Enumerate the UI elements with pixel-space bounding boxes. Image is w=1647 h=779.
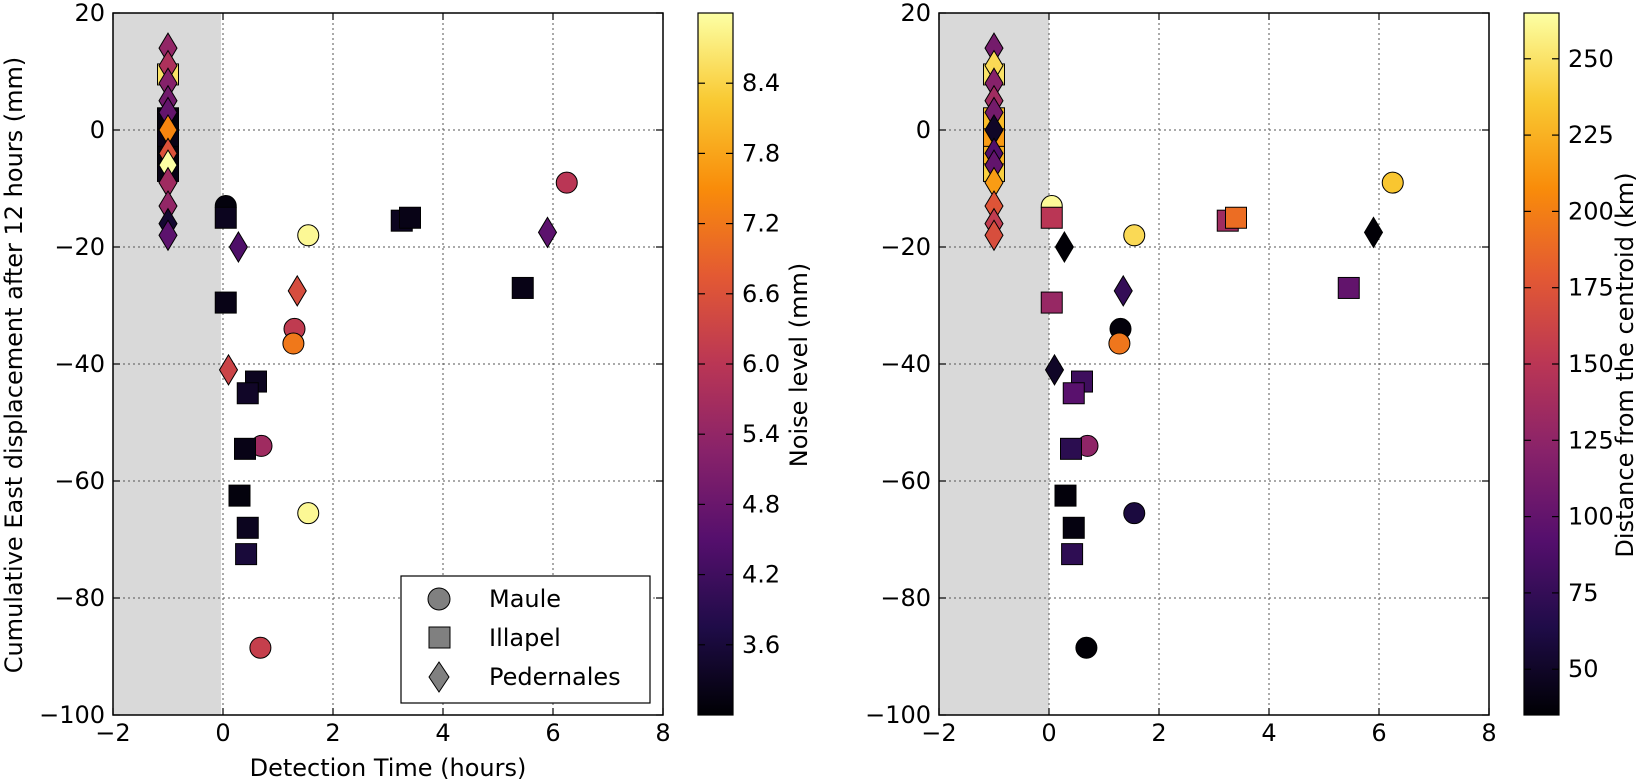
illapel-point [1041, 292, 1062, 313]
colorbar-tick-label: 4.8 [742, 490, 780, 518]
x-tick-label: 2 [325, 719, 340, 747]
legend-label-illapel: Illapel [489, 624, 561, 652]
illapel-point [237, 517, 258, 538]
y-tick-label: 0 [916, 116, 931, 144]
illapel-point [400, 207, 421, 228]
figure: −202468 −100−80−60−40−20020 Detection Ti… [0, 0, 1647, 779]
colorbar-tick-label: 75 [1568, 579, 1599, 607]
colorbar: 3.6 4.2 4.8 5.4 6.0 6.6 7.2 7.8 8.4 Noise level … [698, 13, 813, 715]
illapel-point [1055, 485, 1076, 506]
colorbar-label: Noise level (mm) [785, 263, 813, 467]
legend-circle-marker [428, 588, 450, 610]
pedernales-point [1114, 276, 1132, 306]
y-tick-label: −20 [880, 233, 931, 261]
x-tick-label: 0 [215, 719, 230, 747]
y-tick-label: −60 [54, 467, 105, 495]
colorbar-tick-label: 3.6 [742, 631, 780, 659]
illapel-point [229, 485, 250, 506]
y-tick-label: −80 [54, 584, 105, 612]
illapel-point [237, 383, 258, 404]
y-tick-label: −80 [880, 584, 931, 612]
x-tick-label: 8 [1481, 719, 1496, 747]
y-tick-labels: −100 −80 −60 −40 −20 0 20 [865, 0, 931, 729]
illapel-point [512, 277, 533, 298]
maule-point [1124, 225, 1145, 246]
legend: Maule Illapel Pedernales [401, 576, 650, 703]
colorbar-tick-label: 225 [1568, 121, 1614, 149]
legend-label-pedernales: Pedernales [489, 663, 621, 691]
x-axis-label: Detection Time (hours) [250, 754, 527, 779]
y-tick-labels: −100 −80 −60 −40 −20 0 20 [39, 0, 105, 729]
illapel-point [1041, 207, 1062, 228]
colorbar-tick-label: 150 [1568, 350, 1614, 378]
x-tick-labels: −202468 [95, 719, 670, 747]
pedernales-point [220, 355, 238, 385]
x-tick-labels: −202468 [921, 719, 1496, 747]
y-tick-label: −100 [865, 701, 931, 729]
y-tick-label: 0 [90, 116, 105, 144]
colorbar-tick-label: 175 [1568, 274, 1614, 302]
illapel-point [1063, 383, 1084, 404]
pedernales-point [1365, 217, 1383, 247]
illapel-point [1062, 544, 1083, 565]
maule-point [298, 225, 319, 246]
pedernales-point [229, 232, 247, 262]
colorbar-tick-label: 6.6 [742, 280, 780, 308]
pedernales-point [1055, 232, 1073, 262]
maule-point [1382, 172, 1403, 193]
maule-point [283, 333, 304, 354]
maule-point [1076, 637, 1097, 658]
illapel-point [1061, 438, 1082, 459]
colorbar-tick-label: 50 [1568, 655, 1599, 683]
y-tick-label: 20 [900, 0, 931, 27]
y-tick-label: 20 [74, 0, 105, 27]
colorbar-tick-label: 200 [1568, 197, 1614, 225]
x-tick-label: 4 [1261, 719, 1276, 747]
pedernales-point [539, 217, 557, 247]
y-tick-label: −100 [39, 701, 105, 729]
colorbar-tick-label: 5.4 [742, 420, 780, 448]
y-tick-label: −60 [880, 467, 931, 495]
y-tick-label: −20 [54, 233, 105, 261]
colorbar-tick-label: 6.0 [742, 350, 780, 378]
illapel-point [1338, 277, 1359, 298]
x-tick-label: 8 [655, 719, 670, 747]
colorbar: 50 75 100 125 150 175 200 225 250 Distance from … [1524, 13, 1639, 715]
x-tick-label: 4 [435, 719, 450, 747]
maule-point [1124, 503, 1145, 524]
illapel-point [236, 544, 257, 565]
colorbar-tick-label: 7.8 [742, 139, 780, 167]
maule-point [298, 503, 319, 524]
distance-panel: −20 2 4 6 8 −100 −80 −60 −40 −20 0 20 50 75 100 125 15… [865, 0, 1639, 747]
y-axis-label: Cumulative East displacement after 12 ho… [0, 57, 28, 674]
colorbar-tick-label: 100 [1568, 503, 1614, 531]
legend-label-maule: Maule [489, 585, 561, 613]
pedernales-point [288, 276, 306, 306]
legend-square-marker [429, 627, 450, 648]
maule-point [250, 637, 271, 658]
y-tick-label: −40 [54, 350, 105, 378]
colorbar-tick-label: 8.4 [742, 69, 780, 97]
colorbar-tick-label: 7.2 [742, 210, 780, 238]
maule-point [1109, 333, 1130, 354]
illapel-point [215, 292, 236, 313]
illapel-point [1226, 207, 1247, 228]
colorbar-tick-label: 125 [1568, 426, 1614, 454]
noise-level-panel: −20 2 4 6 8 −100 −80 −60 −40 −20 0 20 Detection Ti… [0, 0, 813, 779]
y-tick-label: −40 [880, 350, 931, 378]
illapel-point [215, 207, 236, 228]
colorbar-tick-label: 250 [1568, 45, 1614, 73]
illapel-point [1063, 517, 1084, 538]
illapel-point [235, 438, 256, 459]
x-tick-label: 0 [1041, 719, 1056, 747]
x-tick-label: 6 [1371, 719, 1386, 747]
colorbar-label: Distance from the centroid (km) [1611, 172, 1639, 557]
x-tick-label: 2 [1151, 719, 1166, 747]
maule-point [556, 172, 577, 193]
colorbar-tick-label: 4.2 [742, 561, 780, 589]
x-tick-label: 6 [545, 719, 560, 747]
